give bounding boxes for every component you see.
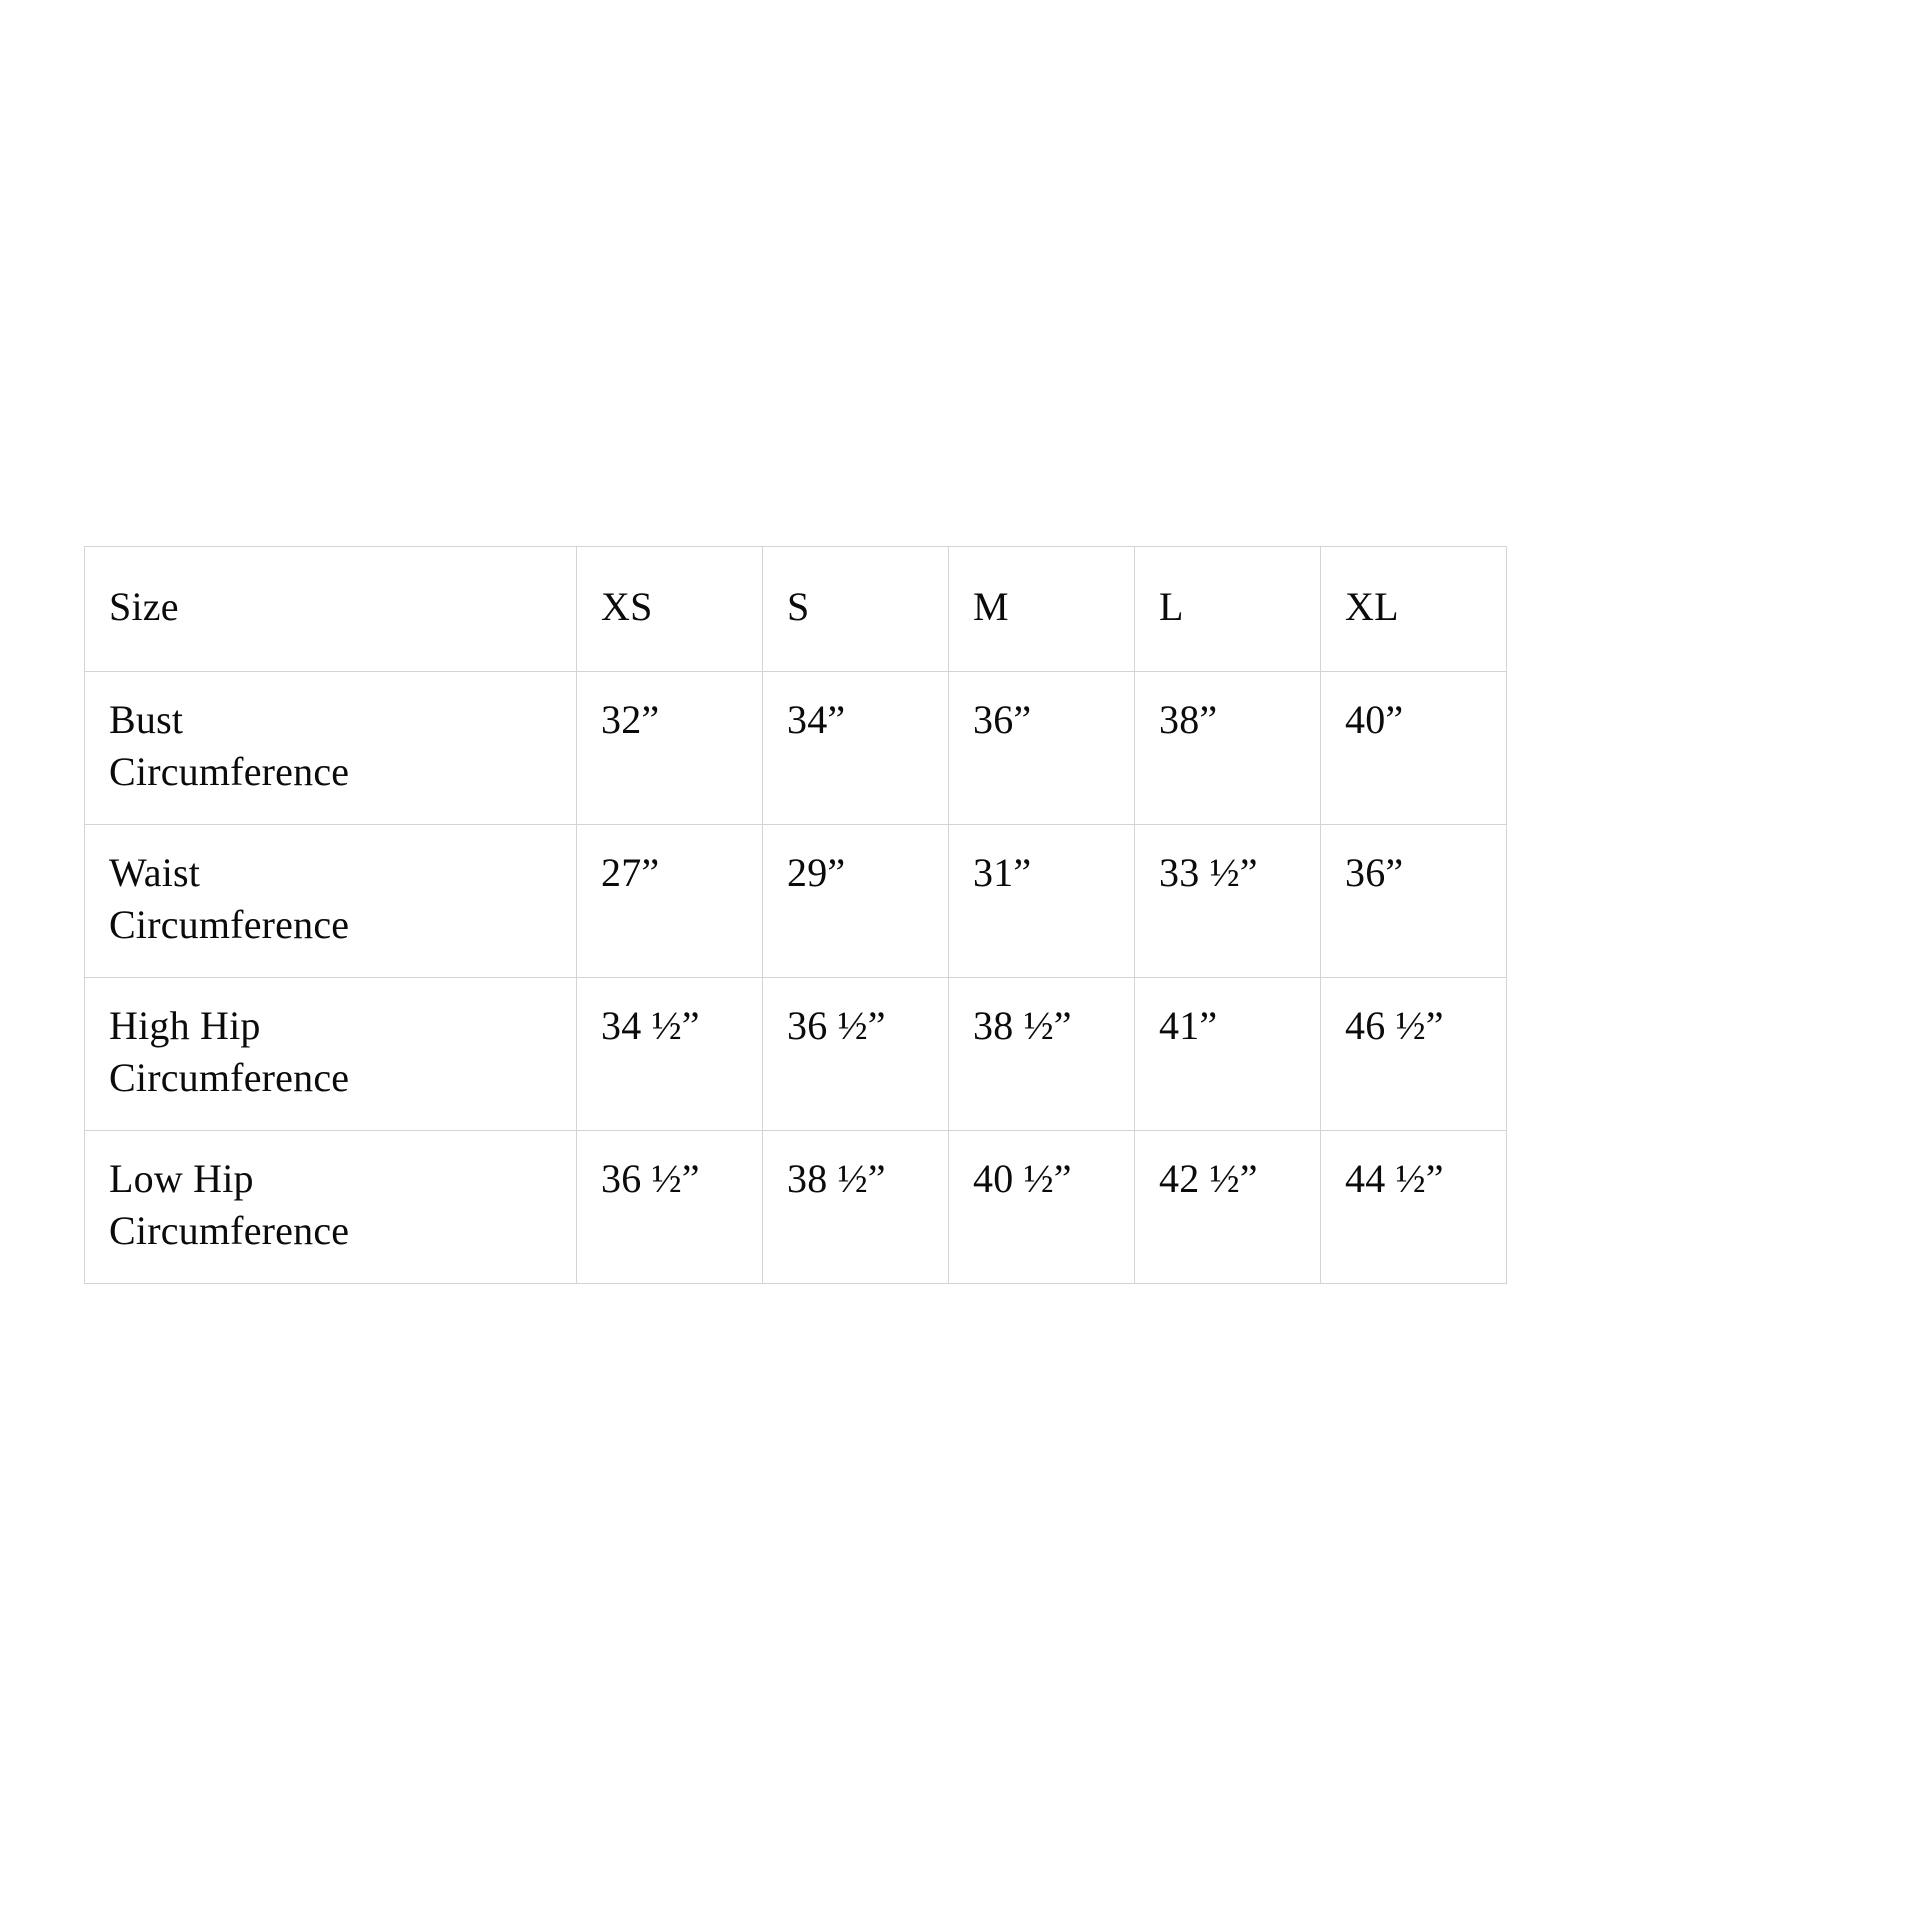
header-cell-l: L: [1134, 546, 1321, 672]
table-header-row: Size XS S M L XL: [84, 546, 1507, 672]
table-row: Bust Circumference 32” 34” 36” 38” 40”: [84, 671, 1507, 825]
cell-low-hip-xs: 36 ½”: [576, 1130, 763, 1284]
size-chart-table: Size XS S M L XL Bust Circumference 32” …: [84, 546, 1507, 1284]
table-row: Low Hip Circumference 36 ½” 38 ½” 40 ½” …: [84, 1130, 1507, 1284]
cell-low-hip-m: 40 ½”: [948, 1130, 1135, 1284]
cell-high-hip-xs: 34 ½”: [576, 977, 763, 1131]
header-cell-xl: XL: [1320, 546, 1507, 672]
cell-waist-xl: 36”: [1320, 824, 1507, 978]
cell-high-hip-xl: 46 ½”: [1320, 977, 1507, 1131]
cell-high-hip-l: 41”: [1134, 977, 1321, 1131]
row-label-waist: Waist Circumference: [84, 824, 577, 978]
table-row: Waist Circumference 27” 29” 31” 33 ½” 36…: [84, 824, 1507, 978]
cell-bust-s: 34”: [762, 671, 949, 825]
header-cell-size: Size: [84, 546, 577, 672]
header-cell-m: M: [948, 546, 1135, 672]
cell-high-hip-m: 38 ½”: [948, 977, 1135, 1131]
row-label-low-hip: Low Hip Circumference: [84, 1130, 577, 1284]
row-label-bust: Bust Circumference: [84, 671, 577, 825]
header-cell-s: S: [762, 546, 949, 672]
cell-bust-l: 38”: [1134, 671, 1321, 825]
cell-waist-m: 31”: [948, 824, 1135, 978]
row-label-high-hip: High Hip Circumference: [84, 977, 577, 1131]
cell-waist-s: 29”: [762, 824, 949, 978]
cell-low-hip-s: 38 ½”: [762, 1130, 949, 1284]
cell-bust-xl: 40”: [1320, 671, 1507, 825]
cell-high-hip-s: 36 ½”: [762, 977, 949, 1131]
header-cell-xs: XS: [576, 546, 763, 672]
table-row: High Hip Circumference 34 ½” 36 ½” 38 ½”…: [84, 977, 1507, 1131]
cell-waist-xs: 27”: [576, 824, 763, 978]
cell-low-hip-xl: 44 ½”: [1320, 1130, 1507, 1284]
cell-bust-m: 36”: [948, 671, 1135, 825]
cell-waist-l: 33 ½”: [1134, 824, 1321, 978]
size-chart-container: Size XS S M L XL Bust Circumference 32” …: [84, 546, 1507, 1284]
cell-bust-xs: 32”: [576, 671, 763, 825]
cell-low-hip-l: 42 ½”: [1134, 1130, 1321, 1284]
